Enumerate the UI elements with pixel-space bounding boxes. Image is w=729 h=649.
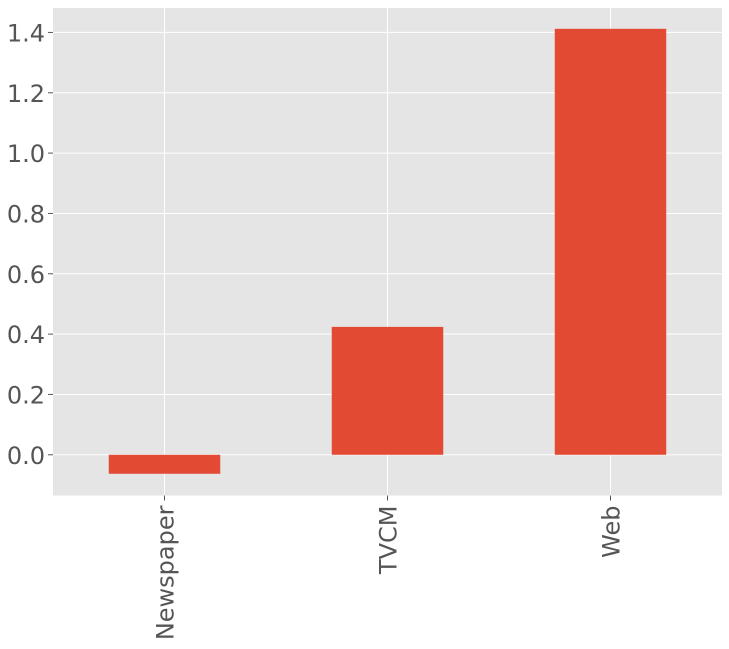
y-tick-label: 0.0 <box>7 442 45 470</box>
y-tick-label: 0.2 <box>7 381 45 409</box>
x-tick-label: TVCM <box>375 506 403 576</box>
y-tick-label: 0.8 <box>7 200 45 228</box>
x-tick-label: Newspaper <box>152 505 180 640</box>
bar-web <box>554 28 667 455</box>
y-tick-label: 0.4 <box>7 321 45 349</box>
y-tick-label: 1.4 <box>7 19 45 47</box>
y-tick-label: 1.0 <box>7 140 45 168</box>
y-tick-label: 0.6 <box>7 261 45 289</box>
y-tick-label: 1.2 <box>7 80 45 108</box>
bar-tvcm <box>331 326 444 455</box>
bar-newspaper <box>108 454 221 474</box>
x-tick-label: Web <box>598 506 626 558</box>
